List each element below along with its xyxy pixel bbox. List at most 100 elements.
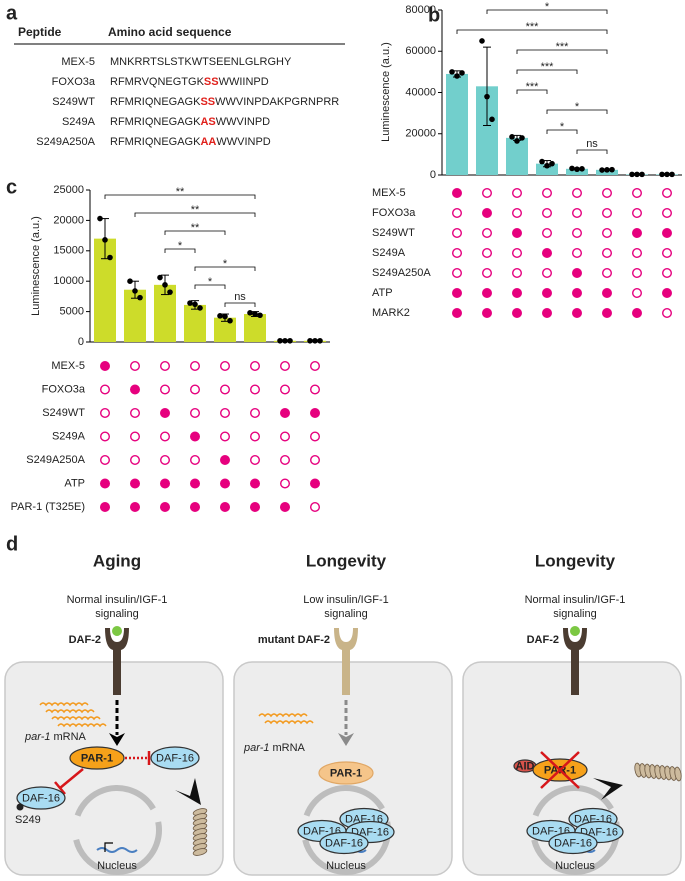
degradation-cross [540, 751, 580, 789]
empty-dot [512, 207, 523, 218]
nucleus-envelope [72, 785, 162, 876]
empty-dot [99, 408, 110, 419]
mrna [57, 723, 107, 728]
empty-dot [280, 455, 291, 466]
data-point [307, 337, 313, 344]
empty-dot [99, 455, 110, 466]
condition-label: MEX-5 [372, 187, 406, 199]
data-point [312, 337, 318, 344]
condition-label: ATP [64, 477, 85, 489]
significance-label: ** [191, 204, 200, 216]
empty-dot [662, 247, 673, 258]
empty-dot [662, 207, 673, 218]
empty-dot [452, 247, 463, 258]
data-point [257, 312, 263, 319]
empty-dot [572, 247, 583, 258]
big-arrowhead [175, 778, 201, 805]
cell-title: Longevity [535, 551, 616, 570]
data-point [132, 288, 138, 294]
daf16 [319, 831, 369, 855]
y-tick-label: 15000 [53, 245, 84, 257]
panel-label: b [428, 4, 440, 26]
condition-label: MARK2 [372, 307, 410, 319]
sequence: MNKRRTSLSTKWTSEENLGLRGHY [110, 56, 292, 68]
sequence: RFMRVQNEGTGKSSWWIINPD [110, 76, 269, 88]
empty-dot [310, 431, 321, 442]
signal-text: signaling [553, 608, 596, 620]
mrna [264, 720, 314, 725]
ligand [570, 626, 580, 636]
y-tick-label: 20000 [53, 214, 84, 226]
signal-text: Low insulin/IGF-1 [303, 594, 389, 606]
filled-dot [482, 207, 493, 218]
data-point [479, 38, 485, 44]
nucleus-label: Nucleus [555, 860, 595, 872]
filled-dot [542, 308, 553, 319]
significance-label: * [208, 276, 213, 288]
significance-bracket [194, 284, 226, 289]
y-tick-label: 60000 [405, 45, 436, 57]
significance-bracket [516, 49, 608, 54]
filled-dot [189, 502, 200, 513]
phospho-arrow [59, 768, 84, 789]
bar [214, 317, 236, 342]
data-point [604, 167, 610, 173]
significance-bracket [194, 266, 256, 271]
big-arrowhead [593, 778, 623, 800]
filled-dot [512, 288, 523, 299]
gene-name: par-1 [24, 731, 50, 743]
gene-name: par-1 [243, 742, 269, 754]
data-point [157, 274, 163, 281]
receptor [334, 628, 358, 695]
data-point [287, 337, 293, 344]
mrna-word: mRNA [53, 731, 86, 743]
sequence-part: RFMRIQNEGAGK [110, 116, 201, 128]
empty-dot [602, 268, 613, 279]
mrna [258, 713, 308, 718]
significance-label: * [560, 121, 565, 133]
data-point [519, 135, 525, 141]
significance-label: *** [541, 61, 555, 73]
filled-dot [99, 361, 110, 372]
significance-bracket [224, 302, 256, 307]
data-point [459, 70, 465, 76]
sequence-part: RFMRVQNEGTGK [110, 76, 205, 88]
empty-dot [602, 187, 613, 198]
data-point [227, 317, 233, 324]
significance-bracket [456, 29, 608, 34]
y-axis-label: Luminescence (a.u.) [30, 216, 42, 316]
filled-dot [482, 288, 493, 299]
table-header: Peptide [18, 25, 62, 39]
empty-dot [542, 268, 553, 279]
receptor-label: mutant DAF-2 [258, 634, 330, 646]
peptide-name: FOXO3a [52, 76, 96, 88]
empty-dot [219, 431, 230, 442]
filled-dot [482, 308, 493, 319]
mrna-word: mRNA [272, 742, 305, 754]
panel-label: a [6, 2, 18, 24]
condition-label: PAR-1 (T325E) [11, 501, 85, 513]
empty-dot [219, 361, 230, 372]
receptor-label: DAF-2 [69, 634, 101, 646]
dna [96, 847, 138, 853]
significance-bracket [486, 9, 608, 14]
empty-dot [159, 361, 170, 372]
significance-label: ** [191, 222, 200, 234]
peptide-name: MEX-5 [61, 56, 95, 68]
empty-dot [632, 247, 643, 258]
data-point [514, 138, 520, 144]
data-point [97, 215, 103, 222]
sequence-part: AA [200, 136, 216, 148]
filled-dot [280, 502, 291, 513]
empty-dot [280, 384, 291, 395]
condition-label: S249A [52, 430, 86, 442]
empty-dot [280, 478, 291, 489]
filled-dot [219, 455, 230, 466]
data-point [609, 166, 615, 173]
condition-label: S249A250A [26, 454, 85, 466]
empty-dot [189, 361, 200, 372]
data-point [669, 171, 675, 178]
filled-dot [662, 288, 673, 299]
y-tick-label: 80000 [405, 4, 436, 16]
signal-text: Normal insulin/IGF-1 [67, 594, 168, 606]
